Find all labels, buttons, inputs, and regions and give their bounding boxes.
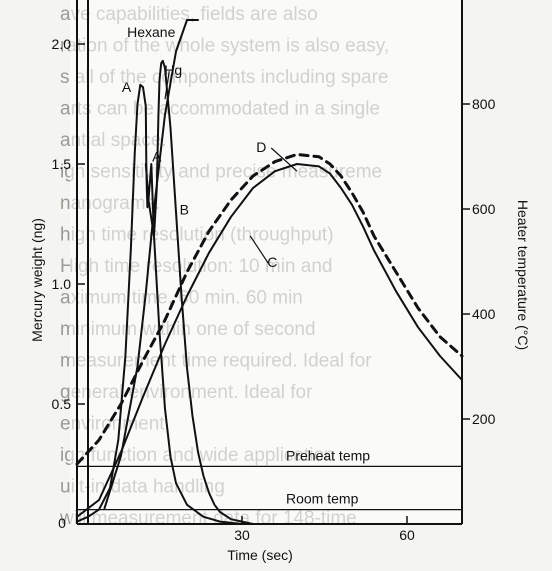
plot-panel	[70, 0, 462, 524]
annotation-label: Hexane	[127, 24, 175, 40]
x-tick-label: 30	[234, 527, 250, 543]
y2-tick-label: 800	[472, 96, 496, 112]
annotations: Hexane Hg A A B D C	[122, 24, 298, 270]
annotation-label: Hg	[164, 62, 182, 78]
plot-area	[70, 0, 462, 524]
annotation-leader	[164, 71, 170, 100]
tick-marks: 0.5 1.0 1.5 2.0 200 400 600 800 30 60	[52, 36, 496, 543]
annotation-label: C	[267, 254, 277, 270]
y-tick-label: 1.0	[52, 276, 72, 292]
annotation-label: B	[180, 201, 189, 217]
origin-label: 0	[58, 515, 66, 531]
y2-tick-label: 200	[472, 411, 496, 427]
reference-line-label: Room temp	[286, 491, 359, 507]
y2-axis-label: Heater temperature (°C)	[515, 200, 531, 350]
annotation-label: A	[152, 149, 162, 165]
x-axis-label: Time (sec)	[227, 547, 293, 563]
y-tick-label: 2.0	[52, 36, 72, 52]
axes: 0 Time (sec) Mercury weight (ng) Heater …	[29, 0, 531, 563]
y2-tick-label: 600	[472, 201, 496, 217]
series-c-line	[76, 163, 463, 518]
reference-lines: Preheat temp Room temp	[77, 0, 462, 524]
y-tick-label: 0.5	[52, 396, 72, 412]
series-d-line	[75, 152, 464, 466]
annotation-leader	[270, 147, 298, 172]
y-axis-label: Mercury weight (ng)	[29, 218, 45, 342]
series-b-line	[103, 19, 199, 510]
y-tick-label: 1.5	[52, 156, 72, 172]
annotation-label: A	[122, 79, 132, 95]
annotation-leader	[249, 235, 269, 264]
series-layer	[75, 19, 464, 525]
reference-line-label: Preheat temp	[286, 447, 370, 463]
y2-tick-label: 400	[472, 306, 496, 322]
annotation-label: D	[256, 139, 266, 155]
series-hg-line	[144, 59, 265, 525]
x-tick-label: 60	[399, 527, 415, 543]
